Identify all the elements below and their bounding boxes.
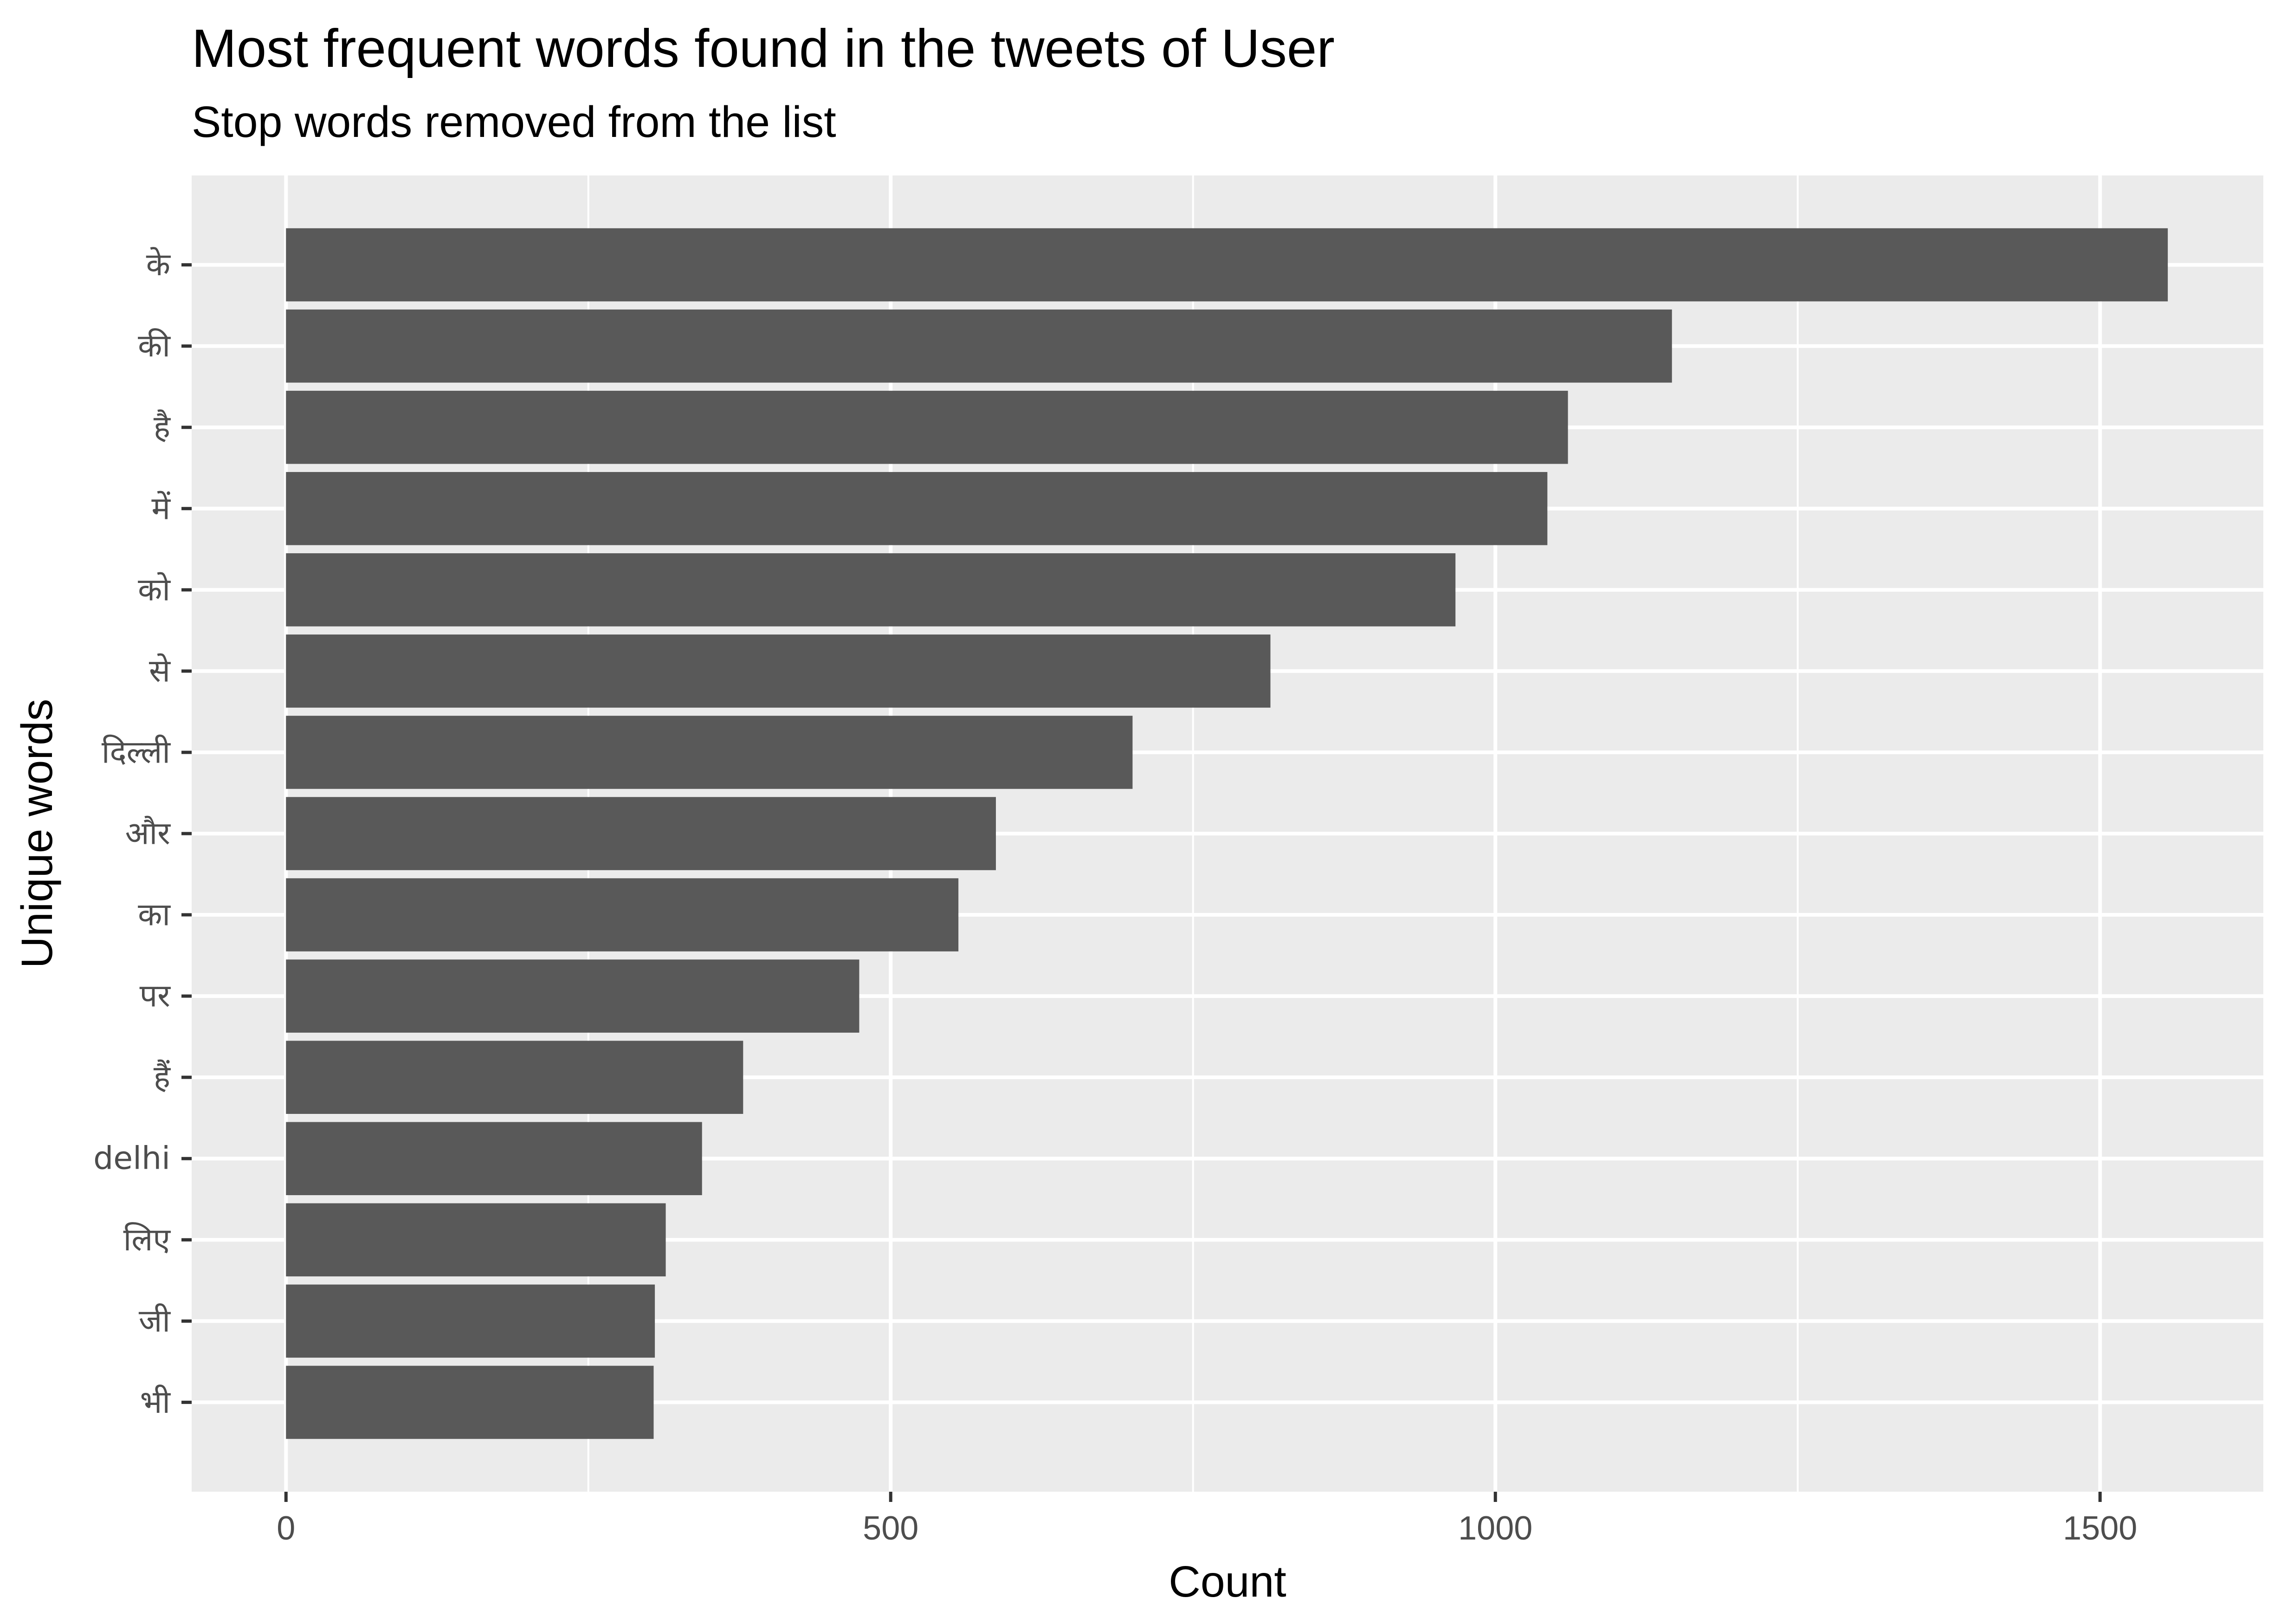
y-tick-label: के <box>146 246 171 283</box>
bar <box>286 1203 666 1277</box>
x-tick-label: 1500 <box>2063 1510 2137 1547</box>
chart-subtitle: Stop words removed from the list <box>192 97 836 147</box>
bar <box>286 1284 655 1358</box>
bar <box>286 1041 743 1114</box>
x-tick-label: 1000 <box>1458 1510 1532 1547</box>
y-tick-label: से <box>149 653 171 689</box>
y-tick-label: की <box>138 328 171 364</box>
x-axis-title: Count <box>1169 1557 1286 1606</box>
bar <box>286 634 1271 708</box>
y-tick-label: पर <box>140 978 171 1015</box>
bars <box>286 228 2168 1439</box>
y-tick-label: को <box>138 571 171 608</box>
bar <box>286 1365 654 1439</box>
chart-title: Most frequent words found in the tweets … <box>192 18 1335 78</box>
bar <box>286 228 2168 302</box>
x-axis-ticks: 0 500 1000 1500 <box>277 1492 2137 1547</box>
bar <box>286 390 1568 464</box>
y-tick-label: लिए <box>123 1222 171 1258</box>
bar <box>286 878 959 951</box>
bar <box>286 959 859 1033</box>
bar <box>286 309 1672 383</box>
bar <box>286 472 1548 545</box>
bar <box>286 1122 702 1196</box>
y-axis-title: Unique words <box>13 699 62 969</box>
y-tick-label: में <box>151 490 171 527</box>
bar <box>286 797 996 870</box>
y-tick-label: हैं <box>154 1059 171 1096</box>
x-tick-label: 0 <box>277 1510 295 1547</box>
y-tick-label: भी <box>140 1384 171 1421</box>
y-tick-label: जी <box>139 1303 171 1339</box>
y-tick-label: का <box>138 897 171 933</box>
y-tick-label: है <box>154 409 171 446</box>
y-tick-label: दिल्ली <box>102 734 171 770</box>
bar <box>286 716 1133 789</box>
x-tick-label: 500 <box>863 1510 918 1547</box>
bar <box>286 553 1456 627</box>
y-axis-ticks: के की है में को से दिल्ली और का पर हैं delhi लिए जी भी <box>93 246 192 1421</box>
y-tick-label: delhi <box>93 1140 170 1177</box>
y-tick-label: और <box>125 815 171 852</box>
